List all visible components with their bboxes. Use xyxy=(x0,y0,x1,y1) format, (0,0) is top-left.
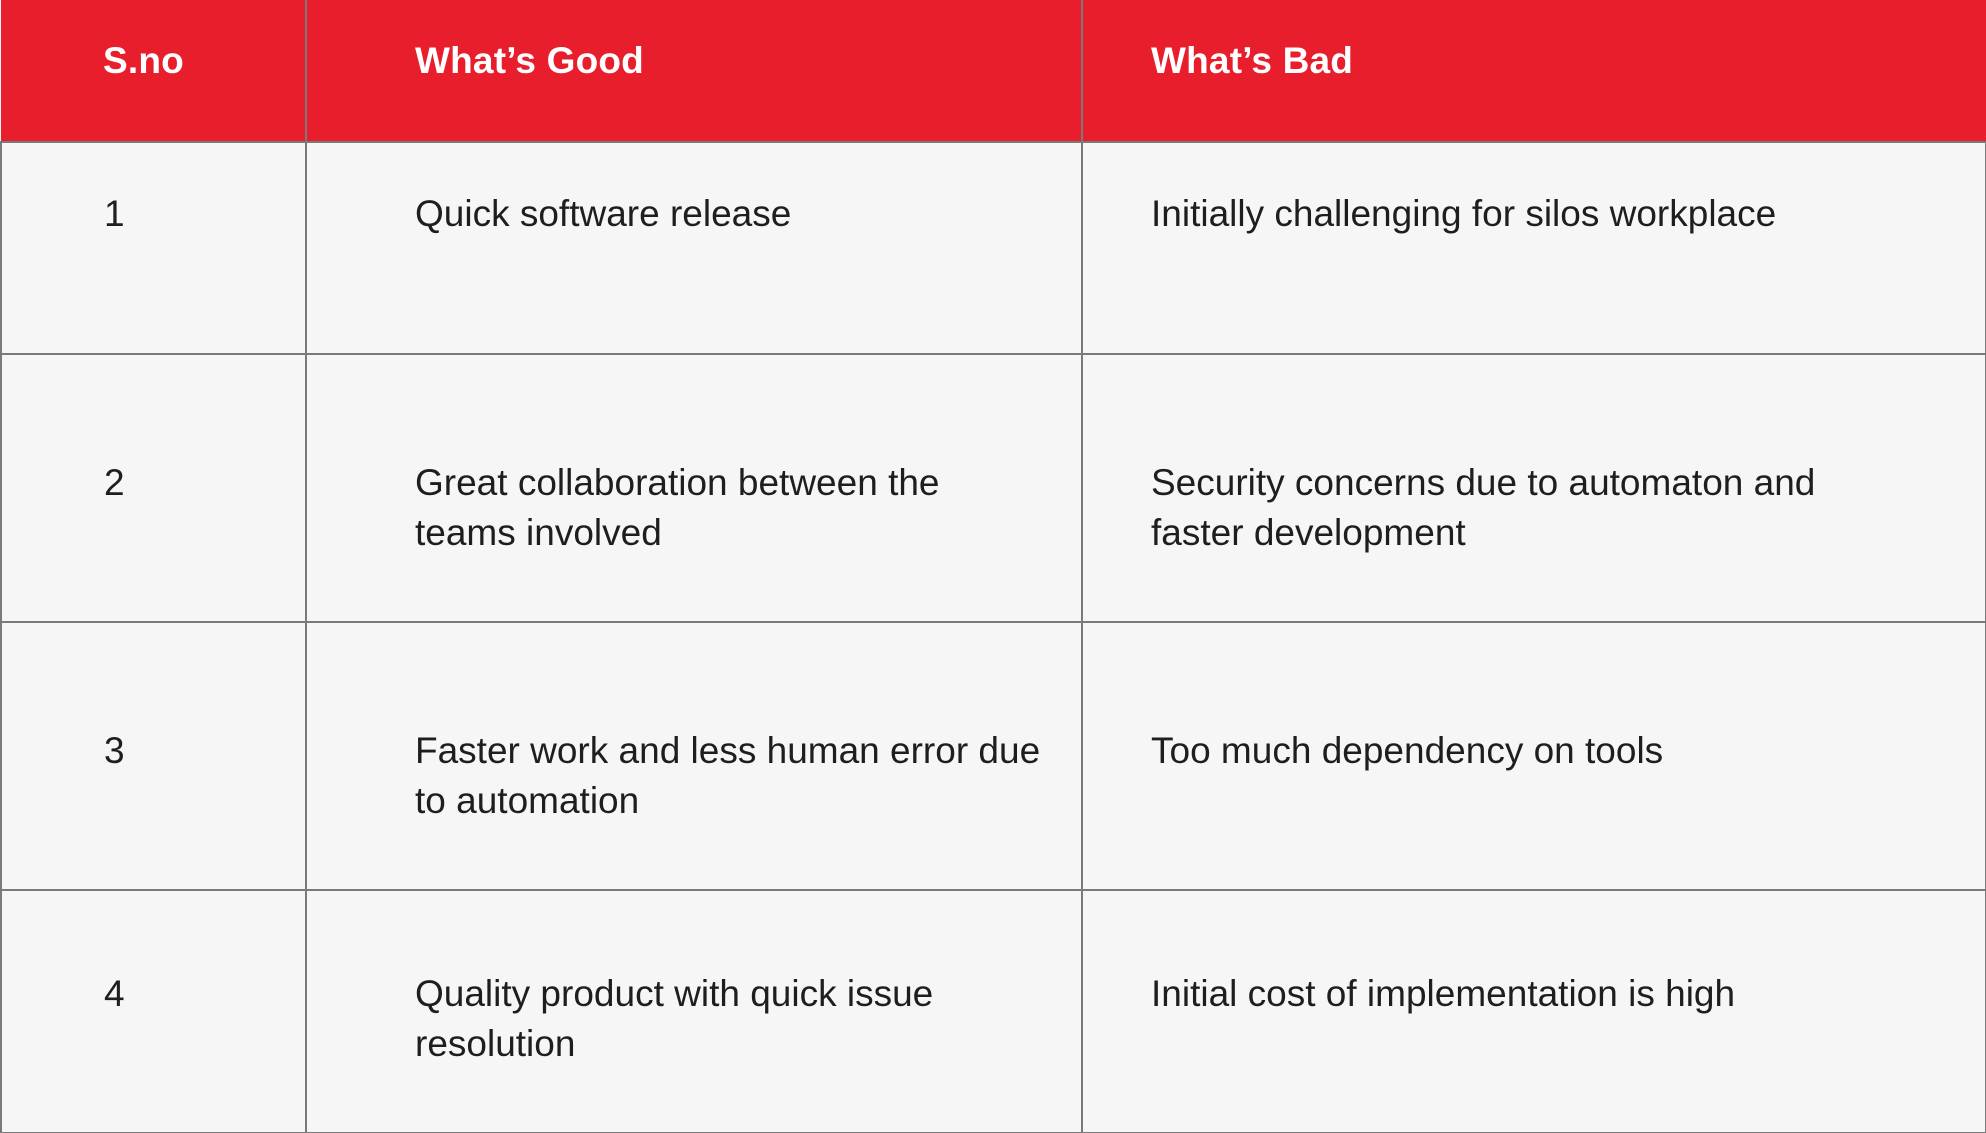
header-label-sno: S.no xyxy=(103,40,184,81)
bad-text: Initially challenging for silos workplac… xyxy=(1151,193,1777,234)
header-row: S.no What’s Good What’s Bad xyxy=(1,0,1986,143)
bad-cell: Too much dependency on tools xyxy=(1081,621,1986,891)
sno-cell: 1 xyxy=(0,141,307,355)
table-row: 3 Faster work and less human error due t… xyxy=(0,621,1986,891)
sno-value: 2 xyxy=(104,462,125,503)
header-cell-sno: S.no xyxy=(1,0,307,143)
good-text: Faster work and less human error due to … xyxy=(415,730,1041,821)
good-text: Great collaboration between the teams in… xyxy=(415,462,940,553)
bad-text: Initial cost of implementation is high xyxy=(1151,973,1736,1014)
sno-cell: 4 xyxy=(0,889,307,1133)
table-row: 2 Great collaboration between the teams … xyxy=(0,353,1986,623)
bad-text: Security concerns due to automaton and f… xyxy=(1151,462,1816,553)
good-text: Quality product with quick issue resolut… xyxy=(415,973,934,1064)
table-body: 1 Quick software release Initially chall… xyxy=(0,141,1986,1133)
header-label-whats-good: What’s Good xyxy=(415,40,644,81)
sno-value: 3 xyxy=(104,730,125,771)
table-row: 4 Quality product with quick issue resol… xyxy=(0,889,1986,1133)
good-cell: Quick software release xyxy=(305,141,1083,355)
header-label-whats-bad: What’s Bad xyxy=(1151,40,1354,81)
good-cell: Quality product with quick issue resolut… xyxy=(305,889,1083,1133)
good-text: Quick software release xyxy=(415,193,792,234)
sno-value: 1 xyxy=(104,193,125,234)
table-header: S.no What’s Good What’s Bad xyxy=(1,0,1986,143)
sno-cell: 3 xyxy=(0,621,307,891)
header-cell-whats-bad: What’s Bad xyxy=(1082,0,1986,143)
bad-text: Too much dependency on tools xyxy=(1151,730,1664,771)
sno-value: 4 xyxy=(104,973,125,1014)
good-cell: Faster work and less human error due to … xyxy=(305,621,1083,891)
header-cell-whats-good: What’s Good xyxy=(306,0,1083,143)
bad-cell: Security concerns due to automaton and f… xyxy=(1081,353,1986,623)
good-cell: Great collaboration between the teams in… xyxy=(305,353,1083,623)
sno-cell: 2 xyxy=(0,353,307,623)
bad-cell: Initial cost of implementation is high xyxy=(1081,889,1986,1133)
table-row: 1 Quick software release Initially chall… xyxy=(0,141,1986,355)
bad-cell: Initially challenging for silos workplac… xyxy=(1081,141,1986,355)
